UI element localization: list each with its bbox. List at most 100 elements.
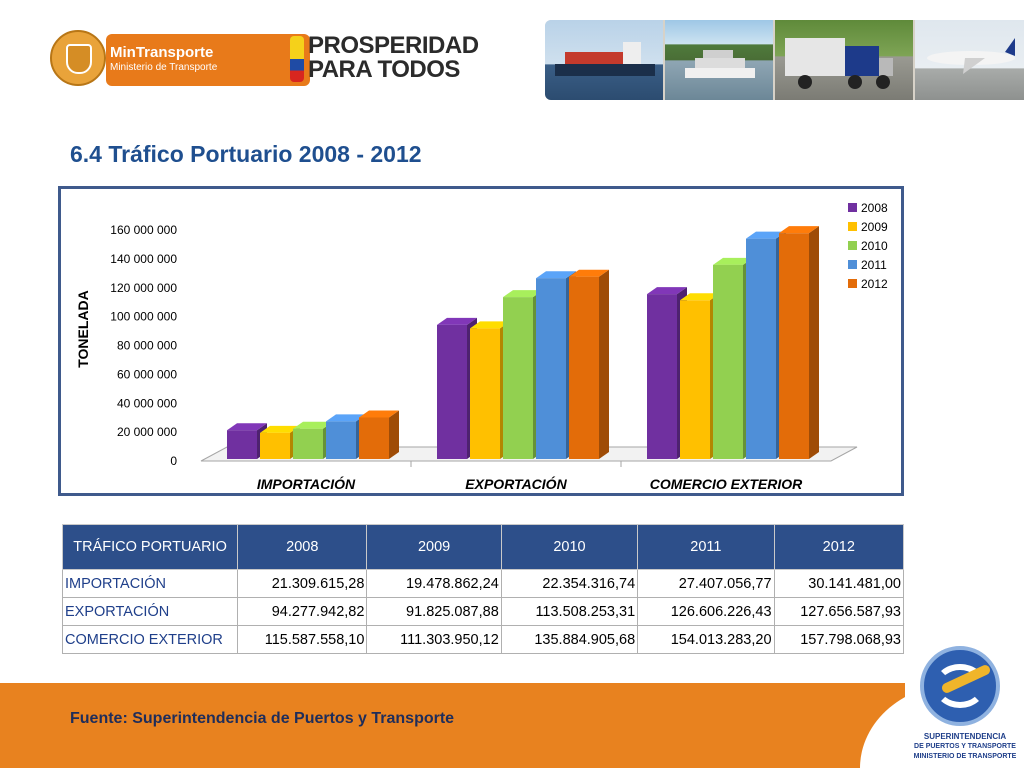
footer-band xyxy=(0,683,905,768)
bar-side xyxy=(599,269,609,459)
table-header-year: 2009 xyxy=(366,524,502,570)
bar-2010-0 xyxy=(293,428,323,459)
bar-top xyxy=(293,421,333,429)
airplane-photo xyxy=(915,20,1024,100)
colombia-seal-icon xyxy=(50,30,106,86)
bar-2010-1 xyxy=(503,297,533,459)
bar-top xyxy=(227,423,267,431)
bar-side xyxy=(389,410,399,459)
table-header-year: 2012 xyxy=(773,524,905,570)
row-label: COMERCIO EXTERIOR xyxy=(61,625,239,654)
x-category-label: EXPORTACIÓN xyxy=(465,475,567,492)
bar-2009-2 xyxy=(680,300,710,459)
bar-top xyxy=(779,226,819,234)
legend-swatch xyxy=(848,203,857,212)
bar-top xyxy=(359,410,399,418)
y-tick-label: 160 000 000 xyxy=(110,223,177,237)
table-header-year: 2008 xyxy=(237,524,368,570)
y-axis-label: TONELADA xyxy=(75,290,91,368)
bar-side xyxy=(809,226,819,459)
bar-top xyxy=(260,425,300,433)
table-row: EXPORTACIÓN 94.277.942,82 91.825.087,88 … xyxy=(61,597,905,626)
y-tick-label: 20 000 000 xyxy=(117,425,177,439)
bar-top xyxy=(503,290,543,298)
mintransporte-logo-box xyxy=(106,34,310,86)
transport-photo-strip xyxy=(545,20,1024,100)
table-cell: 22.354.316,74 xyxy=(500,569,639,598)
bar-2008-0 xyxy=(227,430,257,459)
row-label: EXPORTACIÓN xyxy=(61,597,239,626)
table-cell: 157.798.068,93 xyxy=(773,625,905,654)
logo-line3: MINISTERIO DE TRANSPORTE xyxy=(913,753,1017,760)
y-tick-label: 120 000 000 xyxy=(110,281,177,295)
table-cell: 27.407.056,77 xyxy=(637,569,775,598)
table-header-label: TRÁFICO PORTUARIO xyxy=(61,524,239,570)
legend-label: 2011 xyxy=(861,258,887,272)
bar-2009-0 xyxy=(260,432,290,459)
bar-top xyxy=(536,271,576,279)
table-cell: 115.587.558,10 xyxy=(237,625,368,654)
prosperidad-line2: PARA TODOS xyxy=(308,56,460,83)
legend-label: 2010 xyxy=(861,239,888,253)
x-category-label: COMERCIO EXTERIOR xyxy=(650,476,803,492)
x-category-label: IMPORTACIÓN xyxy=(257,475,356,492)
bar-2008-2 xyxy=(647,294,677,459)
footer-source: Fuente: Superintendencia de Puertos y Tr… xyxy=(70,710,455,727)
table-header-row: TRÁFICO PORTUARIO 2008 2009 2010 2011 20… xyxy=(61,524,905,570)
superintendencia-logo: SUPERINTENDENCIA DE PUERTOS Y TRANSPORTE… xyxy=(910,640,1020,765)
bar-2012-0 xyxy=(359,417,389,459)
table-cell: 19.478.862,24 xyxy=(366,569,502,598)
table-cell: 126.606.226,43 xyxy=(637,597,775,626)
bar-2008-1 xyxy=(437,324,467,459)
bar-2011-1 xyxy=(536,278,566,459)
table-cell: 94.277.942,82 xyxy=(237,597,368,626)
table-header-year: 2011 xyxy=(637,524,775,570)
legend-swatch xyxy=(848,279,857,288)
table-header-year: 2010 xyxy=(500,524,639,570)
prosperidad-line1: PROSPERIDAD xyxy=(308,32,479,59)
legend-label: 2012 xyxy=(861,277,888,291)
bar-2010-2 xyxy=(713,264,743,459)
y-tick-label: 100 000 000 xyxy=(110,310,177,324)
table-cell: 154.013.283,20 xyxy=(637,625,775,654)
bar-2011-0 xyxy=(326,421,356,459)
bar-top xyxy=(326,414,366,422)
table-cell: 113.508.253,31 xyxy=(500,597,639,626)
table-row: COMERCIO EXTERIOR 115.587.558,10 111.303… xyxy=(61,625,905,654)
bar-2009-1 xyxy=(470,328,500,459)
bar-top xyxy=(437,317,477,325)
legend-swatch xyxy=(848,222,857,231)
prosperidad-logo: PROSPERIDAD PARA TODOS xyxy=(290,34,500,84)
logo-line2: DE PUERTOS Y TRANSPORTE xyxy=(914,743,1016,750)
table-cell: 135.884.905,68 xyxy=(500,625,639,654)
truck-photo xyxy=(775,20,913,100)
y-tick-label: 140 000 000 xyxy=(110,252,177,266)
cargo-ship-photo xyxy=(545,20,663,100)
table-cell: 21.309.615,28 xyxy=(237,569,368,598)
bar-chart: 0 20 000 000 40 000 000 60 000 000 80 000 00… xyxy=(75,201,888,492)
logo-line1: SUPERINTENDENCIA xyxy=(923,732,1007,741)
table-cell: 127.656.587,93 xyxy=(773,597,905,626)
mintransporte-logo: MinTransporte Ministerio de Transporte xyxy=(50,30,310,86)
traffic-table: TRÁFICO PORTUARIO 2008 2009 2010 2011 20… xyxy=(61,524,905,654)
table-cell: 91.825.087,88 xyxy=(366,597,502,626)
colombia-flag-icon xyxy=(290,36,304,82)
y-tick-label: 80 000 000 xyxy=(117,339,177,353)
table-row: IMPORTACIÓN 21.309.615,28 19.478.862,24 … xyxy=(61,569,905,598)
bar-top xyxy=(569,269,609,277)
legend-swatch xyxy=(848,241,857,250)
bar-2011-2 xyxy=(746,238,776,459)
y-tick-label: 40 000 000 xyxy=(117,396,177,410)
table-cell: 30.141.481,00 xyxy=(773,569,905,598)
page-title: 6.4 Tráfico Portuario 2008 - 2012 xyxy=(70,141,422,167)
bar-2012-1 xyxy=(569,276,599,459)
mintransporte-name: MinTransporte xyxy=(110,44,214,61)
bar-2012-2 xyxy=(779,233,809,459)
table-cell: 111.303.950,12 xyxy=(366,625,502,654)
bar-top xyxy=(470,321,510,329)
bar-top xyxy=(647,287,687,295)
chart-frame: 0 20 000 000 40 000 000 60 000 000 80 000 00… xyxy=(58,186,904,496)
bar-top xyxy=(680,293,720,301)
bar-top xyxy=(746,231,786,239)
mintransporte-subtitle: Ministerio de Transporte xyxy=(110,62,218,73)
